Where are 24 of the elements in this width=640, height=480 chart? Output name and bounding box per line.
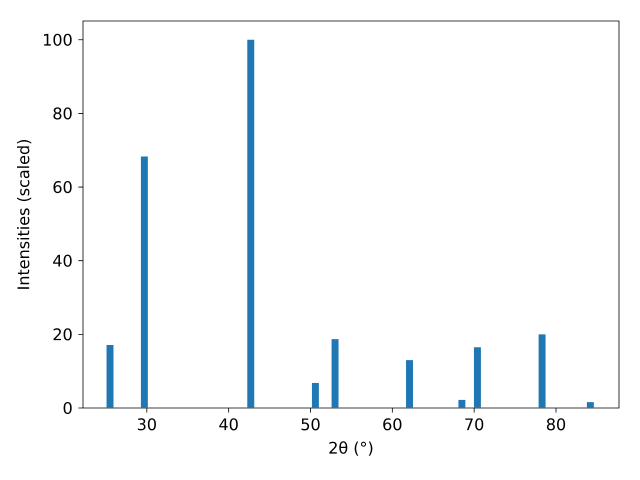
bar [586,402,594,408]
x-tick-label: 60 [383,418,402,430]
bar [140,156,148,408]
x-tick-label: 50 [302,418,320,430]
bar [312,382,319,408]
y-tick-label: 60 [53,181,72,194]
bar [106,345,114,408]
bar [332,339,339,408]
bar [458,400,466,408]
bar [538,334,546,408]
y-tick-label: 80 [53,107,72,120]
bar [247,40,254,408]
x-axis-title: 2θ (°) [329,441,372,456]
x-tick-label: 80 [546,418,566,430]
bar [474,347,481,408]
x-tick-label: 40 [219,418,238,430]
x-tick-label: 70 [465,418,484,430]
y-axis-title: Intensities (scaled) [17,140,32,289]
x-tick-label: 30 [138,418,156,430]
bar [406,360,413,408]
y-tick-label: 0 [64,402,72,414]
y-tick-label: 100 [44,34,72,46]
y-tick-label: 20 [54,328,72,340]
y-tick-label: 40 [53,254,72,267]
